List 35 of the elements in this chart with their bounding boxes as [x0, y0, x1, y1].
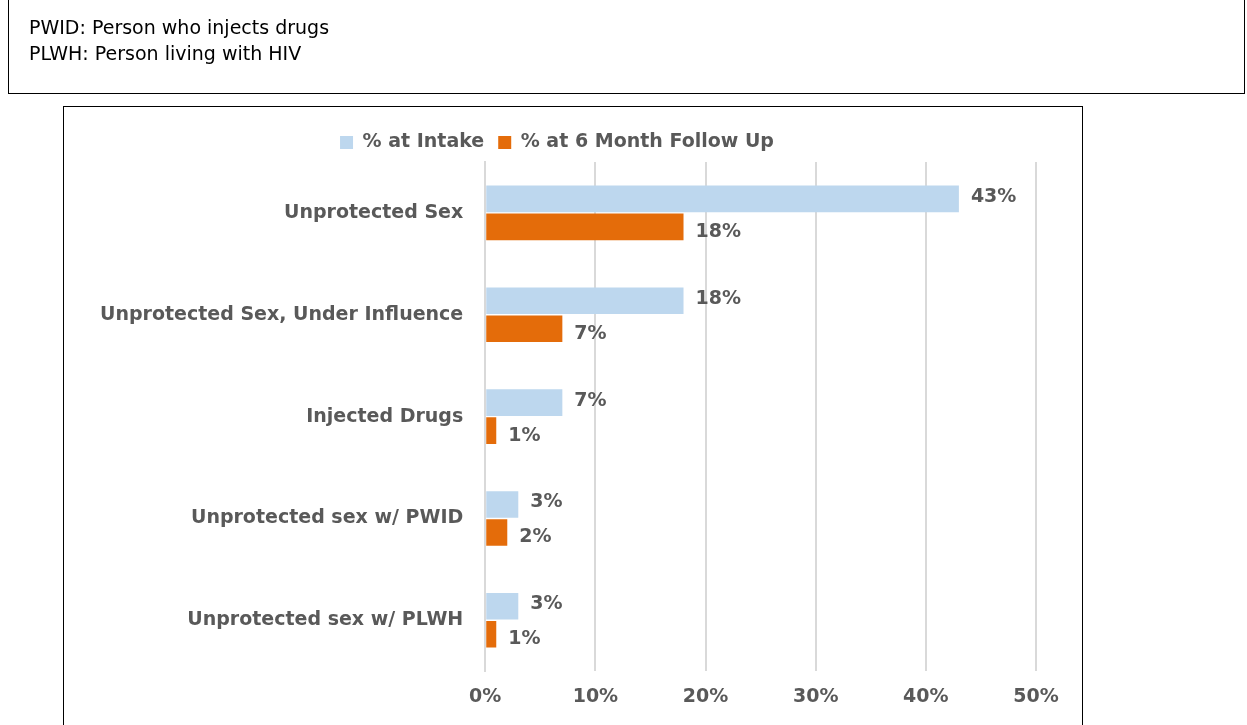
- data-label: 18%: [695, 218, 741, 241]
- bar: [486, 213, 684, 241]
- legend-label: % at Intake: [362, 129, 485, 152]
- bar: [486, 491, 519, 518]
- y-tick-label: Unprotected Sex, Under Influence: [100, 301, 464, 324]
- text: PWID: Person who injects drugs: [29, 15, 331, 40]
- data-label: 1%: [508, 626, 541, 649]
- bar: [486, 620, 497, 648]
- bar: [486, 592, 519, 620]
- y-tick-label: Unprotected sex w/ PWID: [190, 505, 464, 528]
- data-label: 3%: [530, 591, 563, 614]
- y-tick-label: Unprotected sex w/ PLWH: [187, 607, 464, 630]
- text: PLWH: Person living with HIV: [29, 41, 303, 66]
- data-label: 2%: [519, 524, 552, 547]
- x-tick-label: 40%: [903, 683, 949, 706]
- y-tick-label: Unprotected Sex: [284, 199, 464, 222]
- bar: [486, 185, 959, 213]
- data-label: 7%: [574, 320, 607, 343]
- x-tick-label: 50%: [1013, 683, 1059, 706]
- x-tick-label: 20%: [682, 683, 729, 706]
- data-label: 43%: [970, 183, 1017, 206]
- data-label: 1%: [508, 422, 541, 445]
- bar: [486, 417, 497, 444]
- bar: [486, 519, 508, 546]
- x-tick-label: 0%: [469, 683, 502, 706]
- bar: [486, 389, 563, 416]
- data-label: 18%: [695, 285, 741, 308]
- bar: [486, 287, 684, 315]
- data-label: 7%: [574, 387, 607, 410]
- x-tick-label: 10%: [572, 683, 619, 706]
- data-label: 3%: [530, 489, 563, 512]
- bar: [486, 315, 563, 343]
- x-tick-label: 30%: [792, 683, 839, 706]
- legend-label: % at 6 Month Follow Up: [520, 129, 774, 152]
- y-tick-label: Injected Drugs: [306, 403, 464, 426]
